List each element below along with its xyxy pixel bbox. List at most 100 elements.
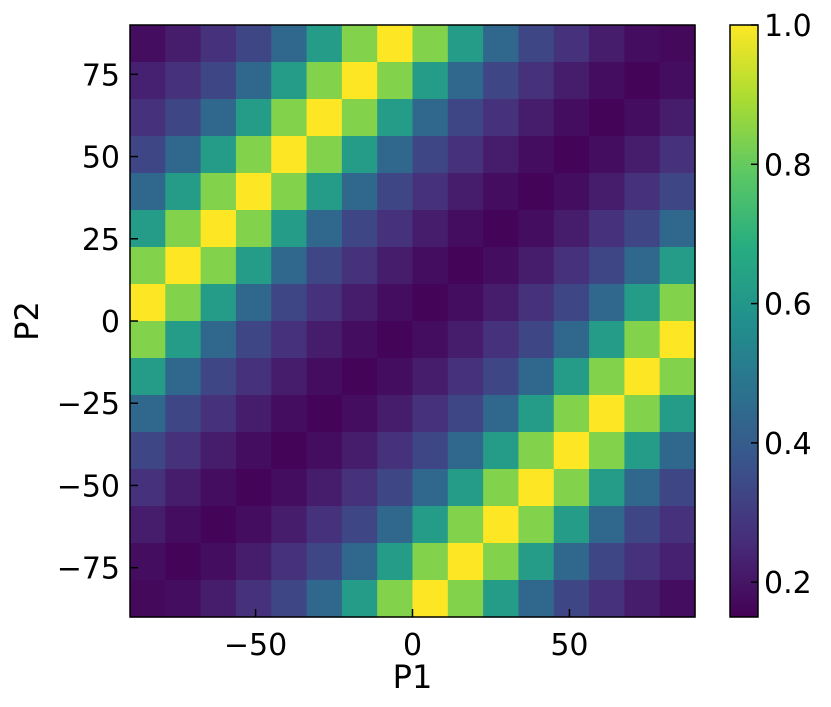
heatmap-cell — [447, 543, 484, 581]
heatmap-cell — [306, 99, 343, 137]
heatmap-cell — [589, 321, 625, 359]
heatmap-cell — [553, 284, 590, 322]
heatmap-cell — [165, 62, 202, 100]
heatmap-cell — [377, 432, 414, 470]
heatmap-cell — [235, 395, 272, 433]
heatmap-cell — [165, 543, 202, 581]
heatmap-cell — [659, 543, 696, 581]
heatmap-cell — [341, 284, 378, 322]
heatmap-cell — [659, 99, 696, 137]
heatmap-cell — [518, 136, 555, 174]
heatmap-cell — [130, 99, 166, 137]
heatmap-cell — [341, 506, 378, 544]
heatmap-cell — [165, 580, 202, 618]
heatmap-cell — [518, 25, 555, 63]
heatmap-cell — [235, 469, 272, 507]
heatmap-cell — [483, 136, 520, 174]
heatmap-cell — [200, 358, 237, 396]
heatmap-cell — [235, 580, 272, 618]
heatmap-cell — [553, 580, 590, 618]
heatmap-cell — [271, 432, 308, 470]
heatmap-cell — [483, 284, 520, 322]
y-axis-ticks: −75 −50 −25 0 25 50 75 — [57, 58, 138, 587]
heatmap-cell — [518, 210, 555, 248]
heatmap-cell — [483, 432, 520, 470]
heatmap-cell — [589, 173, 625, 211]
y-tick-label: 50 — [82, 141, 120, 176]
heatmap-cell — [200, 432, 237, 470]
heatmap-cell — [553, 99, 590, 137]
y-tick-label: 0 — [101, 305, 120, 340]
heatmap-cell — [130, 543, 166, 581]
heatmap-cell — [589, 580, 625, 618]
heatmap-cell — [447, 432, 484, 470]
heatmap-cell — [624, 469, 661, 507]
heatmap-cell — [306, 432, 343, 470]
heatmap-cell — [341, 210, 378, 248]
heatmap-cell — [483, 99, 520, 137]
heatmap-cell — [306, 62, 343, 100]
heatmap-cell — [412, 469, 449, 507]
heatmap-cell — [624, 210, 661, 248]
heatmap-cell — [518, 543, 555, 581]
heatmap-cell — [659, 136, 696, 174]
heatmap-cell — [553, 358, 590, 396]
heatmap-cell — [412, 247, 449, 285]
heatmap-cell — [341, 247, 378, 285]
heatmap-cell — [200, 99, 237, 137]
heatmap-cell — [412, 25, 449, 63]
colorbar-ticks: 0.2 0.4 0.6 0.8 1.0 — [751, 9, 812, 601]
heatmap-cell — [235, 432, 272, 470]
heatmap-cell — [200, 284, 237, 322]
heatmap-cell — [306, 580, 343, 618]
heatmap-cell — [447, 358, 484, 396]
heatmap-cell — [447, 469, 484, 507]
heatmap-cell — [659, 432, 696, 470]
heatmap-cell — [553, 25, 590, 63]
colorbar-tick-label: 0.4 — [764, 427, 812, 462]
heatmap-cell — [271, 469, 308, 507]
heatmap-cell — [271, 136, 308, 174]
heatmap-cell — [624, 25, 661, 63]
heatmap-cell — [165, 247, 202, 285]
heatmap-cell — [306, 469, 343, 507]
heatmap-cell — [518, 321, 555, 359]
heatmap-cell — [165, 395, 202, 433]
heatmap-cell — [412, 358, 449, 396]
heatmap-cell — [447, 284, 484, 322]
heatmap-cell — [518, 99, 555, 137]
heatmap-cell — [271, 247, 308, 285]
heatmap-cell — [518, 469, 555, 507]
heatmap-cell — [306, 25, 343, 63]
heatmap-cell — [447, 25, 484, 63]
heatmap-cell — [271, 210, 308, 248]
heatmap-cell — [518, 580, 555, 618]
heatmap-cell — [377, 284, 414, 322]
heatmap-cell — [235, 506, 272, 544]
heatmap-cell — [377, 247, 414, 285]
heatmap-cell — [200, 173, 237, 211]
heatmap-cell — [271, 99, 308, 137]
heatmap-cell — [130, 580, 166, 618]
heatmap-cell — [235, 358, 272, 396]
heatmap-cell — [377, 395, 414, 433]
heatmap-cell — [659, 25, 696, 63]
heatmap-cell — [553, 210, 590, 248]
heatmap-cell — [589, 432, 625, 470]
heatmap-cell — [483, 210, 520, 248]
heatmap-cell — [412, 99, 449, 137]
heatmap-cell — [518, 432, 555, 470]
heatmap-cell — [165, 99, 202, 137]
heatmap-cell — [624, 580, 661, 618]
heatmap-cell — [377, 210, 414, 248]
heatmap-cell — [589, 210, 625, 248]
heatmap-cell — [483, 173, 520, 211]
heatmap-cell — [306, 284, 343, 322]
heatmap-cell — [483, 358, 520, 396]
heatmap-cell — [200, 580, 237, 618]
heatmap-cell — [589, 136, 625, 174]
heatmap-cells — [130, 25, 696, 618]
heatmap-cell — [483, 506, 520, 544]
heatmap-cell — [483, 395, 520, 433]
heatmap-cell — [200, 210, 237, 248]
